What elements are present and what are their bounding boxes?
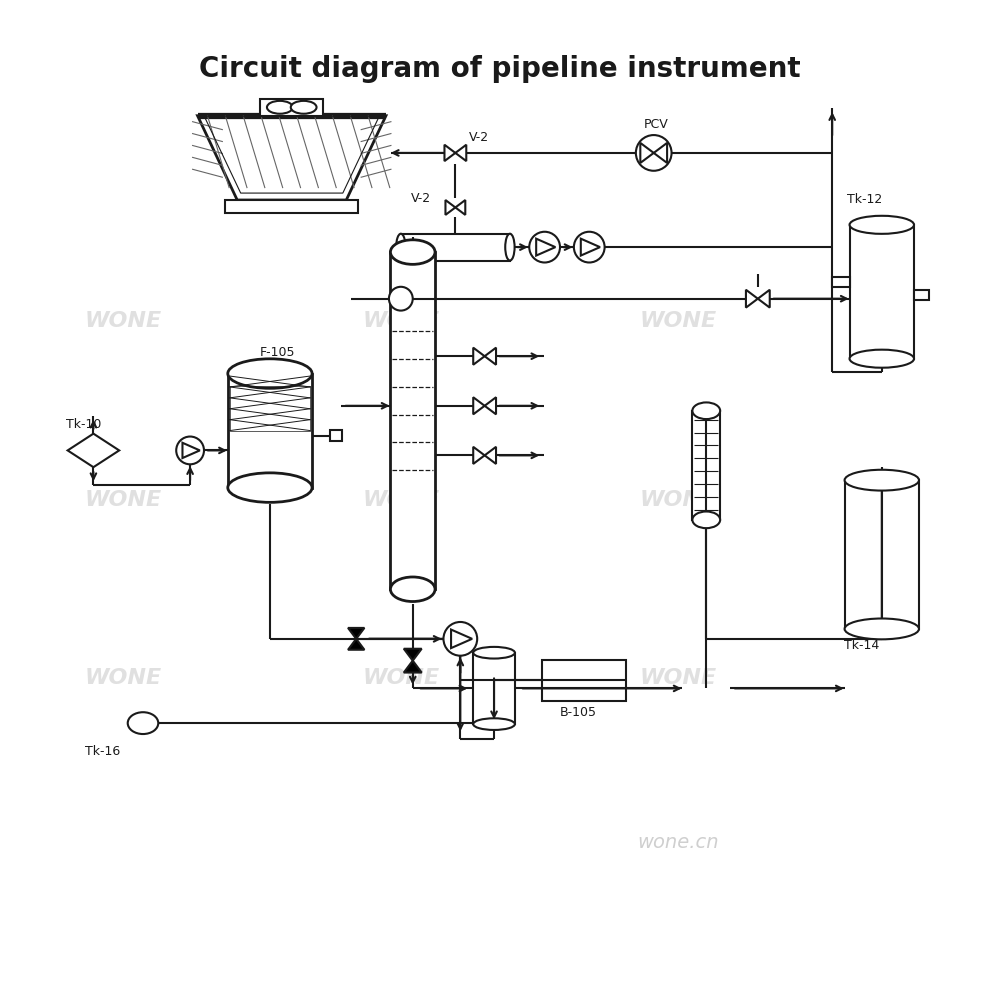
Polygon shape [348,639,364,650]
Bar [832,277,850,287]
Polygon shape [536,239,555,256]
Text: WONE: WONE [362,490,439,510]
Ellipse shape [267,101,293,114]
Polygon shape [581,239,600,256]
Text: Tk-10: Tk-10 [66,418,101,431]
Bar [401,234,510,261]
Bar [228,374,312,488]
Polygon shape [485,397,496,414]
Text: WONE: WONE [640,668,717,688]
Bar [260,99,323,116]
Ellipse shape [228,359,312,388]
Circle shape [389,287,413,311]
Text: B-105: B-105 [560,706,596,719]
Ellipse shape [473,647,515,659]
Polygon shape [348,628,364,639]
Text: V-2: V-2 [469,131,489,144]
Text: Tk-12: Tk-12 [847,193,882,206]
Ellipse shape [390,240,435,264]
Text: WONE: WONE [640,311,717,331]
Text: WONE: WONE [85,668,162,688]
Bar [845,480,919,629]
Ellipse shape [390,577,435,602]
Polygon shape [473,447,485,464]
Polygon shape [455,200,465,215]
Text: Tk-16: Tk-16 [85,745,121,758]
Bar [692,411,720,520]
Ellipse shape [128,712,158,734]
Text: WONE: WONE [362,311,439,331]
Polygon shape [404,649,422,661]
Ellipse shape [473,718,515,730]
Text: Tk-14: Tk-14 [844,639,879,652]
Ellipse shape [845,470,919,491]
Polygon shape [182,443,200,458]
Ellipse shape [692,402,720,419]
Ellipse shape [291,101,317,114]
Circle shape [574,232,605,262]
Ellipse shape [505,234,515,261]
Bar [542,660,626,701]
Ellipse shape [228,473,312,502]
Text: WONE: WONE [85,311,162,331]
Bar [914,290,929,300]
Circle shape [636,135,672,171]
Polygon shape [746,290,758,308]
Bar [230,386,310,431]
Polygon shape [654,143,667,163]
Text: PCV: PCV [644,118,669,131]
Polygon shape [68,434,119,467]
Polygon shape [473,348,485,365]
Ellipse shape [850,350,914,368]
Text: Circuit diagram of pipeline instrument: Circuit diagram of pipeline instrument [199,55,801,83]
Polygon shape [404,661,422,673]
Circle shape [529,232,560,262]
Polygon shape [445,200,455,215]
Ellipse shape [845,619,919,639]
Ellipse shape [396,234,406,261]
Circle shape [176,437,204,464]
Polygon shape [640,143,654,163]
Bar [330,430,342,441]
Polygon shape [758,290,770,308]
Polygon shape [473,397,485,414]
Polygon shape [451,630,472,648]
Polygon shape [485,348,496,365]
Text: WONE: WONE [85,490,162,510]
Text: WONE: WONE [640,490,717,510]
Bar [850,225,914,359]
Circle shape [443,622,477,656]
Ellipse shape [692,512,720,528]
Bar [225,200,358,213]
Text: V-2: V-2 [411,192,431,205]
Polygon shape [444,145,455,161]
Polygon shape [198,116,386,200]
Text: WONE: WONE [362,668,439,688]
Text: F-105: F-105 [260,346,296,359]
Text: wone.cn: wone.cn [638,833,719,852]
Polygon shape [485,447,496,464]
Bar [473,653,515,724]
Ellipse shape [850,216,914,234]
Bar [390,252,435,589]
Polygon shape [455,145,466,161]
